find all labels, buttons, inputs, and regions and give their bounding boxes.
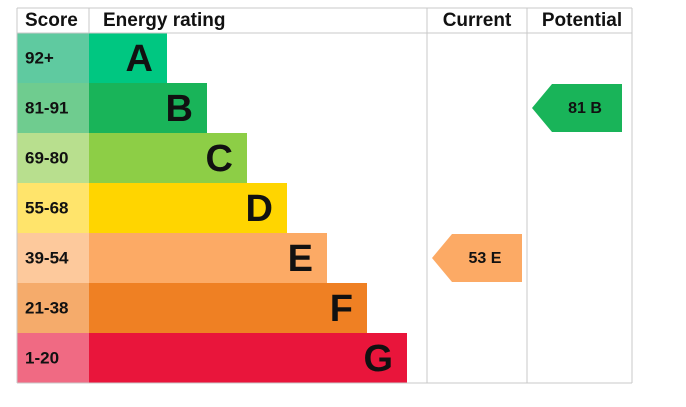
header-current: Current: [443, 10, 512, 31]
current-arrow: [432, 234, 522, 282]
score-cell: [17, 183, 89, 233]
score-cell: [17, 233, 89, 283]
score-range: 81-91: [25, 98, 68, 117]
rating-letter: F: [330, 288, 353, 330]
score-cell: [17, 283, 89, 333]
score-range: 92+: [25, 48, 54, 67]
current-score: 53: [469, 250, 487, 267]
rating-letter: G: [363, 338, 393, 380]
potential-rating: B: [590, 100, 602, 117]
score-range: 21-38: [25, 298, 68, 317]
current-rating: E: [491, 250, 502, 267]
header-potential: Potential: [542, 10, 622, 31]
rating-letter: D: [246, 188, 273, 230]
rating-bar: [89, 133, 247, 183]
score-range: 39-54: [25, 248, 69, 267]
score-range: 1-20: [25, 348, 59, 367]
rating-bar: [89, 233, 327, 283]
score-cell: [17, 333, 89, 383]
header-score: Score: [25, 10, 78, 31]
rating-bar: [89, 33, 167, 83]
rating-letter: A: [126, 38, 153, 80]
score-range: 69-80: [25, 148, 68, 167]
rating-bar: [89, 83, 207, 133]
rating-letter: B: [166, 88, 193, 130]
rating-bar: [89, 183, 287, 233]
rating-letter: E: [288, 238, 313, 280]
rating-bar: [89, 283, 367, 333]
score-cell: [17, 133, 89, 183]
potential-arrow: [532, 84, 622, 132]
score-cell: [17, 83, 89, 133]
score-cell: [17, 33, 89, 83]
score-range: 55-68: [25, 198, 68, 217]
potential-label: 81 B: [568, 100, 602, 117]
current-label: 53 E: [469, 250, 502, 267]
rating-letter: C: [206, 138, 233, 180]
potential-score: 81: [568, 100, 586, 117]
rating-bar: [89, 333, 407, 383]
header-rating: Energy rating: [103, 10, 225, 31]
